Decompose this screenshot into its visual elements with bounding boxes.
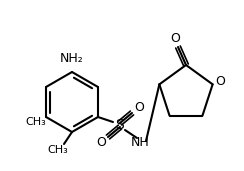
- Text: CH₃: CH₃: [26, 117, 46, 127]
- Text: NH: NH: [131, 136, 149, 149]
- Text: O: O: [170, 32, 180, 45]
- Text: O: O: [96, 136, 106, 149]
- Text: O: O: [216, 75, 225, 88]
- Text: S: S: [116, 118, 124, 132]
- Text: NH₂: NH₂: [60, 52, 84, 65]
- Text: O: O: [134, 101, 144, 114]
- Text: CH₃: CH₃: [48, 145, 68, 155]
